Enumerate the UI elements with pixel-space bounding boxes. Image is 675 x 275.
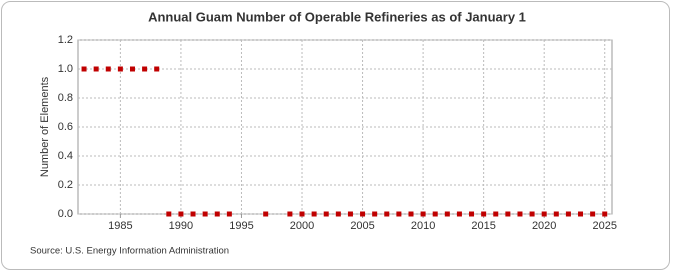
marker xyxy=(517,211,523,217)
y-tick-label: 0.6 xyxy=(58,121,73,133)
marker xyxy=(384,211,390,217)
marker xyxy=(142,66,148,72)
marker xyxy=(444,211,450,217)
marker xyxy=(202,211,208,217)
marker xyxy=(93,66,99,72)
marker xyxy=(420,211,426,217)
marker xyxy=(360,211,366,217)
marker xyxy=(287,211,293,217)
x-tick-label: 2010 xyxy=(411,220,435,232)
x-tick-label: 2015 xyxy=(471,220,495,232)
marker xyxy=(456,211,462,217)
x-tick-label: 1995 xyxy=(229,220,253,232)
marker xyxy=(578,211,584,217)
marker xyxy=(432,211,438,217)
x-tick-label: 2000 xyxy=(290,220,314,232)
marker xyxy=(396,211,402,217)
marker xyxy=(311,211,317,217)
y-tick-label: 1.2 xyxy=(58,34,73,46)
x-tick-label: 2005 xyxy=(350,220,374,232)
marker xyxy=(105,66,111,72)
marker xyxy=(347,211,353,217)
marker xyxy=(166,211,172,217)
marker xyxy=(263,211,269,217)
marker xyxy=(154,66,160,72)
chart-title: Annual Guam Number of Operable Refinerie… xyxy=(148,9,526,24)
y-axis-label: Number of Elements xyxy=(39,76,51,177)
marker xyxy=(529,211,535,217)
marker xyxy=(481,211,487,217)
marker xyxy=(541,211,547,217)
marker xyxy=(335,211,341,217)
y-tick-label: 0.8 xyxy=(58,92,73,104)
marker xyxy=(190,211,196,217)
marker xyxy=(323,211,329,217)
y-tick-label: 1.0 xyxy=(58,63,73,75)
x-tick-label: 2025 xyxy=(592,220,616,232)
x-tick-label: 1985 xyxy=(108,220,132,232)
marker xyxy=(408,211,414,217)
source: Source: U.S. Energy Information Administ… xyxy=(30,246,229,257)
marker xyxy=(299,211,305,217)
marker xyxy=(226,211,232,217)
marker xyxy=(372,211,378,217)
y-tick-label: 0.4 xyxy=(58,150,73,162)
marker xyxy=(553,211,559,217)
marker xyxy=(493,211,499,217)
x-tick-label: 2020 xyxy=(532,220,556,232)
marker xyxy=(590,211,596,217)
y-tick-label: 0.0 xyxy=(58,208,73,220)
marker xyxy=(81,66,87,72)
marker xyxy=(214,211,220,217)
marker xyxy=(565,211,571,217)
y-tick-label: 0.2 xyxy=(58,179,73,191)
marker xyxy=(178,211,184,217)
x-tick-label: 1990 xyxy=(169,220,193,232)
marker xyxy=(505,211,511,217)
marker xyxy=(602,211,608,217)
marker xyxy=(129,66,135,72)
marker xyxy=(117,66,123,72)
marker xyxy=(469,211,475,217)
